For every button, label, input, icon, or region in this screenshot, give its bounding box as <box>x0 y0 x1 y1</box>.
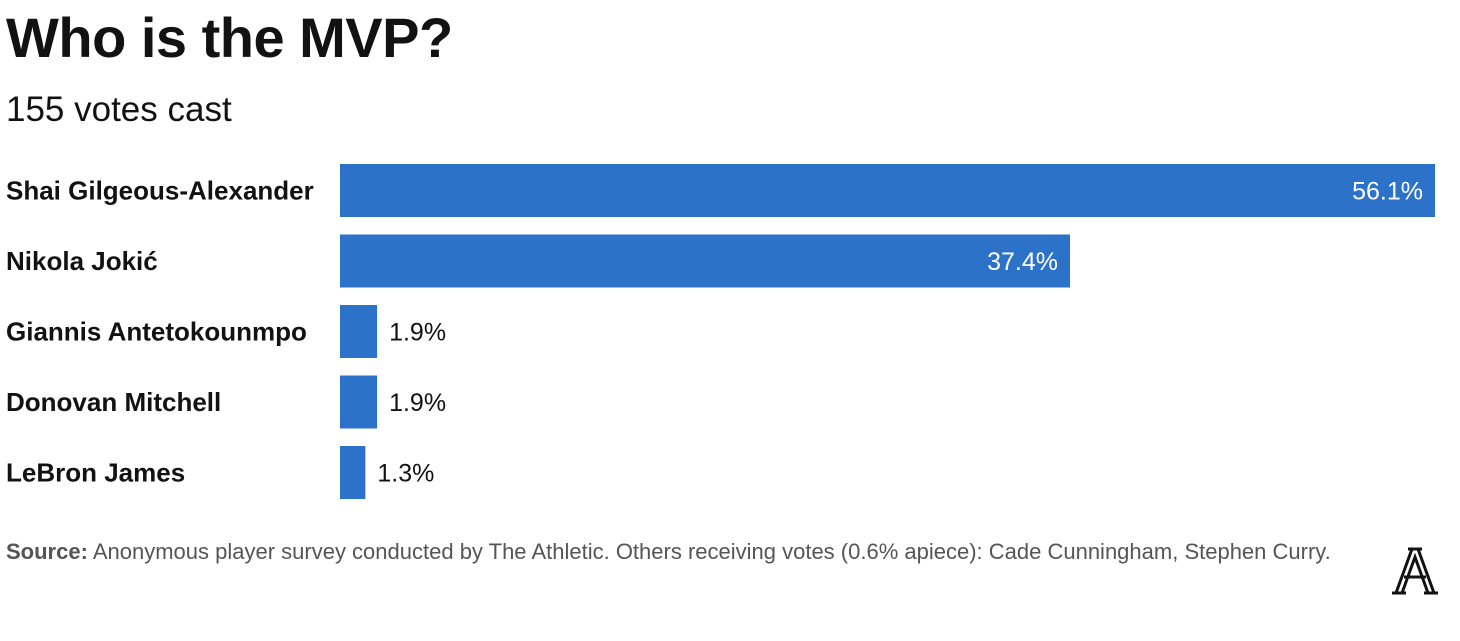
value-label: 1.3% <box>377 460 434 488</box>
category-label: LeBron James <box>6 458 185 488</box>
source-label: Source: <box>6 539 88 564</box>
bar <box>340 446 366 499</box>
value-label: 1.9% <box>389 389 446 417</box>
value-label: 1.9% <box>389 319 446 347</box>
chart-title: Who is the MVP? <box>6 6 453 69</box>
source-note: Source: Anonymous player survey conducte… <box>6 538 1391 566</box>
the-athletic-logo-icon <box>1392 547 1438 595</box>
bar <box>340 234 1070 288</box>
category-label: Nikola Jokić <box>6 246 158 276</box>
source-text: Anonymous player survey conducted by The… <box>87 539 1331 564</box>
bar <box>340 164 1435 217</box>
bar-chart: Shai Gilgeous-Alexander 56.1% Nikola Jokić… <box>6 164 1435 499</box>
category-label: Shai Gilgeous-Alexander <box>6 176 314 206</box>
value-label: 37.4% <box>987 248 1058 276</box>
category-label: Donovan Mitchell <box>6 387 221 417</box>
bar <box>340 305 378 358</box>
value-label: 56.1% <box>1352 178 1423 206</box>
category-label: Giannis Antetokounmpo <box>6 317 307 347</box>
bar <box>340 375 378 429</box>
chart-subtitle: 155 votes cast <box>6 90 232 129</box>
